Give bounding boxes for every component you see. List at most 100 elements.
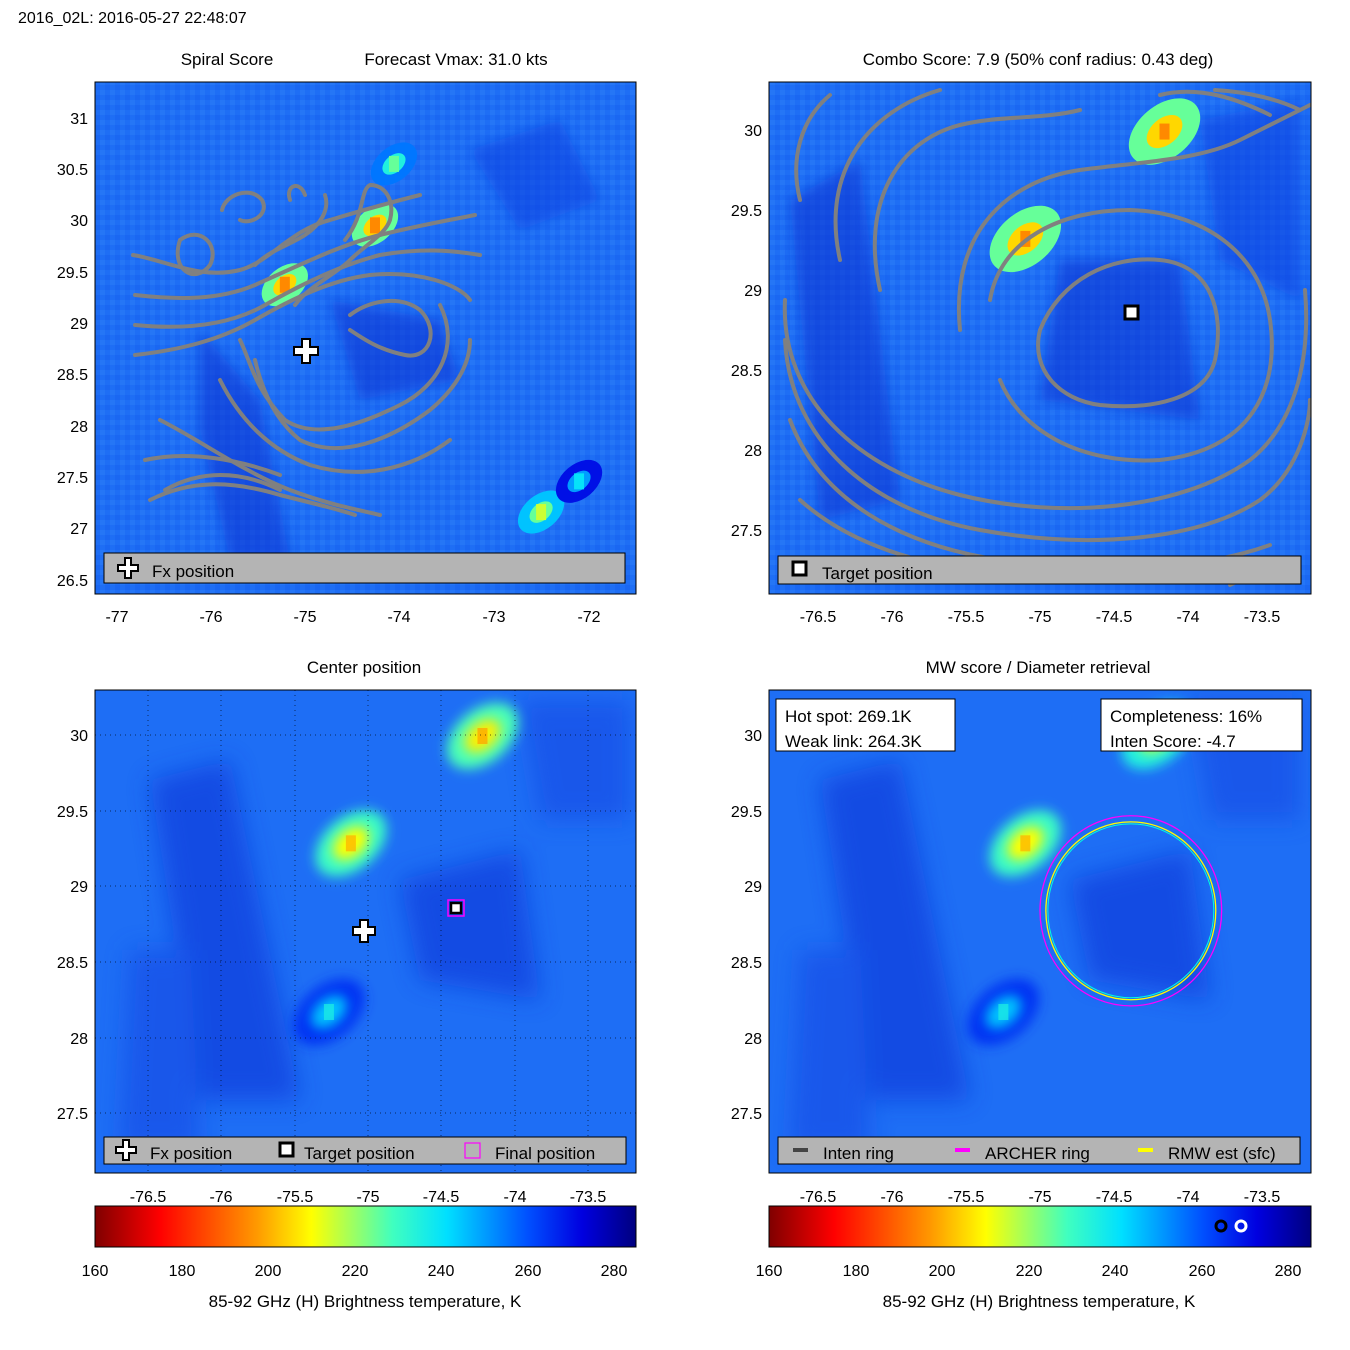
mw-legend-rmw: RMW est (sfc) (1168, 1144, 1276, 1163)
svg-text:29: 29 (744, 879, 762, 896)
svg-text:-75: -75 (1028, 1189, 1051, 1206)
rmw-ring-inner (1047, 823, 1215, 999)
svg-text:30: 30 (744, 728, 762, 745)
mw-hot-spot-marker (1234, 1219, 1248, 1233)
panel-spiral-title-left: Spiral Score (181, 50, 274, 69)
mw-weak-link: Weak link: 264.3K (785, 732, 922, 751)
panel-center-title: Center position (307, 658, 421, 677)
svg-text:-75.5: -75.5 (948, 609, 985, 626)
spiral-contours (131, 183, 482, 517)
svg-text:28.5: 28.5 (57, 955, 88, 972)
panel-spiral: Spiral Score Forecast Vmax: 31.0 kts (57, 50, 637, 626)
mw-y-ticks: 30 29.5 29 28.5 28 27.5 (731, 728, 762, 1123)
mw-plot-area (769, 690, 1311, 1173)
mw-legend: Inten ring ARCHER ring RMW est (sfc) (777, 1136, 1301, 1165)
svg-text:28: 28 (744, 1031, 762, 1048)
cold-spot-peak (279, 276, 290, 293)
svg-text:27.5: 27.5 (57, 470, 88, 487)
combo-target-marker (1123, 304, 1140, 321)
svg-text:200: 200 (255, 1263, 282, 1280)
mw-colorbar-label: 85-92 GHz (H) Brightness temperature, K (883, 1292, 1196, 1311)
svg-text:30.5: 30.5 (57, 162, 88, 179)
cold-spot-peak (369, 217, 380, 234)
svg-text:31: 31 (70, 111, 88, 128)
svg-text:240: 240 (1102, 1263, 1129, 1280)
center-target-marker (449, 901, 463, 915)
svg-text:29: 29 (70, 879, 88, 896)
center-final-marker (447, 899, 465, 917)
cold-spot-peak (477, 728, 488, 744)
svg-text:-76: -76 (880, 609, 903, 626)
mw-colorbar: 160 180 200 220 240 260 280 85-92 GHz (H) Br… (756, 1205, 1312, 1311)
svg-text:30: 30 (744, 123, 762, 140)
svg-text:28.5: 28.5 (731, 363, 762, 380)
center-grid (95, 690, 636, 1173)
mw-legend-inten: Inten ring (823, 1144, 894, 1163)
svg-text:-76: -76 (880, 1189, 903, 1206)
cold-spot-peak (345, 835, 356, 852)
mw-box-right: Completeness: 16% Inten Score: -4.7 (1100, 698, 1303, 752)
center-colorbar-label: 85-92 GHz (H) Brightness temperature, K (209, 1292, 522, 1311)
svg-text:-75: -75 (1028, 609, 1051, 626)
svg-text:-76: -76 (209, 1189, 232, 1206)
cold-spot-peak (323, 1004, 334, 1020)
archer-ring (1039, 815, 1223, 1007)
cold-spot-peak (536, 504, 547, 521)
svg-text:-72: -72 (577, 609, 600, 626)
svg-text:27.5: 27.5 (731, 523, 762, 540)
center-colorbar: 160 180 200 220 240 260 280 85-92 GHz (H) Br… (82, 1205, 637, 1311)
combo-legend-target: Target position (822, 564, 933, 583)
svg-text:-74: -74 (503, 1189, 526, 1206)
spiral-x-ticks: -77 -76 -75 -74 -73 -72 (105, 609, 600, 626)
center-cold-spots (293, 702, 519, 1046)
center-plot-area (95, 690, 636, 1173)
mw-x-ticks: -76.5 -76 -75.5 -75 -74.5 -74 -73.5 (800, 1189, 1281, 1206)
mw-completeness: Completeness: 16% (1110, 707, 1262, 726)
svg-text:29: 29 (70, 316, 88, 333)
svg-text:29: 29 (744, 283, 762, 300)
center-legend-fx: Fx position (150, 1144, 232, 1163)
svg-text:-73: -73 (482, 609, 505, 626)
svg-text:180: 180 (843, 1263, 870, 1280)
mw-box-left: Hot spot: 269.1K Weak link: 264.3K (775, 698, 956, 752)
mw-colorbar-ticks: 160 180 200 220 240 260 280 (756, 1263, 1302, 1280)
combo-legend: Target position (777, 555, 1302, 585)
panel-combo-title: Combo Score: 7.9 (50% conf radius: 0.43 … (863, 50, 1214, 69)
svg-text:29.5: 29.5 (731, 804, 762, 821)
svg-text:220: 220 (342, 1263, 369, 1280)
mw-hot-spot: Hot spot: 269.1K (785, 707, 912, 726)
center-colorbar-ticks: 160 180 200 220 240 260 280 (82, 1263, 628, 1280)
panel-mw-title: MW score / Diameter retrieval (926, 658, 1151, 677)
mw-inten-score: Inten Score: -4.7 (1110, 732, 1236, 751)
combo-plot-area (769, 82, 1311, 594)
svg-text:-73.5: -73.5 (1244, 609, 1281, 626)
center-y-ticks: 30 29.5 29 28.5 28 27.5 (57, 728, 88, 1123)
center-legend-final: Final position (495, 1144, 595, 1163)
svg-text:160: 160 (82, 1263, 109, 1280)
svg-text:28: 28 (744, 443, 762, 460)
svg-text:-75: -75 (293, 609, 316, 626)
svg-text:-76.5: -76.5 (800, 609, 837, 626)
svg-text:-74: -74 (1176, 1189, 1199, 1206)
svg-text:-75.5: -75.5 (277, 1189, 314, 1206)
svg-text:-75.5: -75.5 (948, 1189, 985, 1206)
svg-text:28.5: 28.5 (731, 955, 762, 972)
spiral-legend-fx: Fx position (152, 562, 234, 581)
svg-text:-75: -75 (356, 1189, 379, 1206)
panel-spiral-title-right: Forecast Vmax: 31.0 kts (364, 50, 547, 69)
svg-text:-76: -76 (199, 609, 222, 626)
cold-spot-peak (574, 473, 585, 490)
rmw-ring (1045, 821, 1217, 1001)
svg-text:280: 280 (601, 1263, 628, 1280)
spiral-plot-area (95, 82, 636, 594)
spiral-y-ticks: 31 30.5 30 29.5 29 28.5 28 27.5 27 26.5 (57, 111, 88, 590)
mw-weak-link-marker (1214, 1219, 1228, 1233)
svg-text:29.5: 29.5 (731, 203, 762, 220)
svg-text:29.5: 29.5 (57, 804, 88, 821)
panel-combo: Combo Score: 7.9 (50% conf radius: 0.43 … (731, 50, 1312, 626)
spiral-cold-spots (261, 142, 603, 534)
svg-text:-73.5: -73.5 (570, 1189, 607, 1206)
page-title: 2016_02L: 2016-05-27 22:48:07 (18, 10, 247, 27)
svg-text:260: 260 (515, 1263, 542, 1280)
svg-text:160: 160 (756, 1263, 783, 1280)
